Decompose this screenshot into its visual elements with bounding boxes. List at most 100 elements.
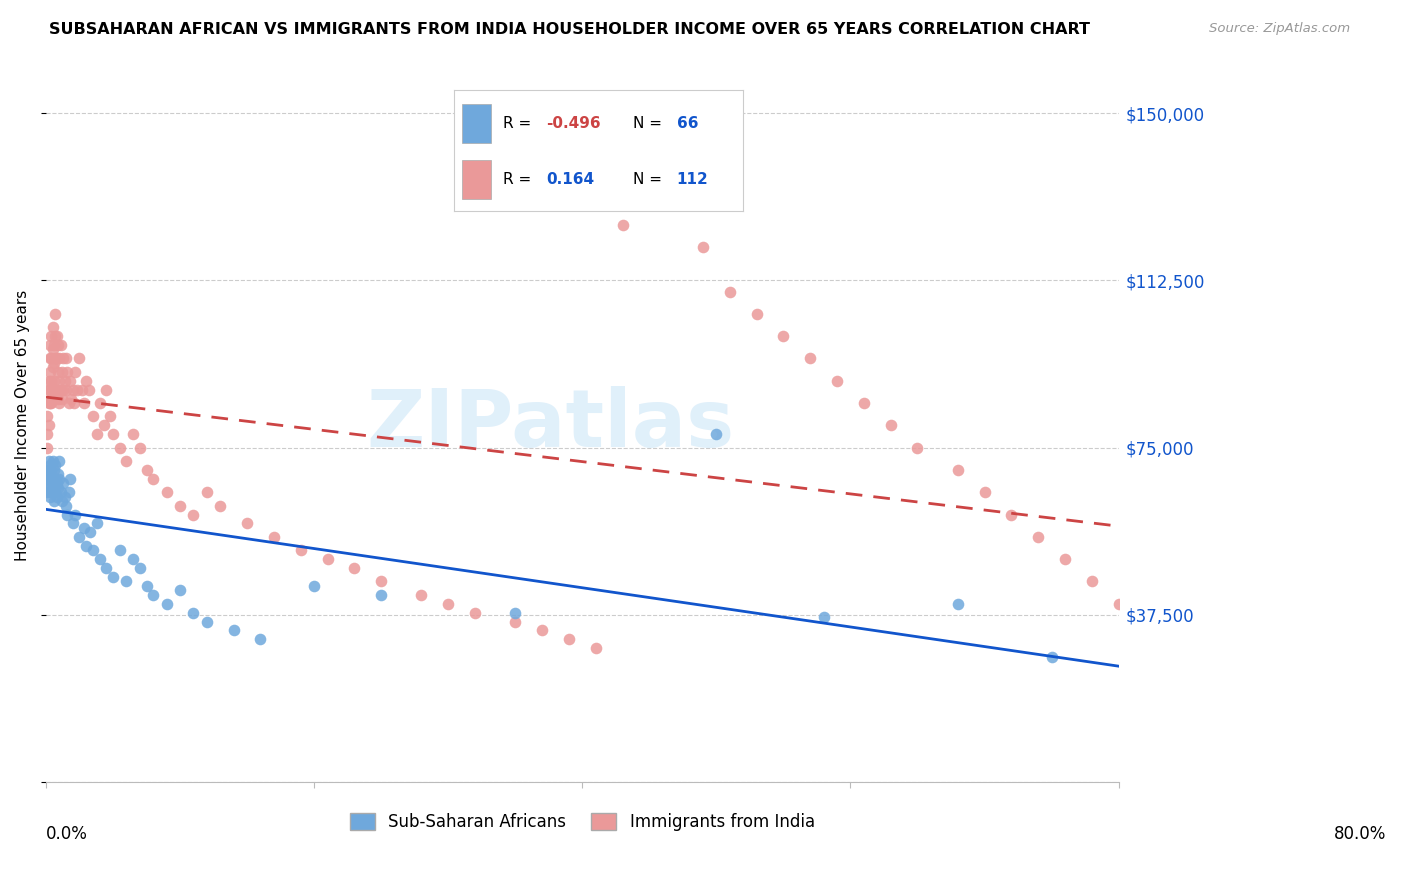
Point (665, 151, 688, 165)
Point (638, 195, 661, 210)
Point (53, 374, 76, 388)
Point (1135, 619, 1157, 633)
Point (62, 383, 84, 397)
Point (42, 338, 65, 352)
Point (263, 530, 285, 544)
Point (55, 383, 77, 397)
Point (946, 597, 969, 611)
Point (53, 490, 76, 504)
Point (38, 463, 60, 477)
Point (101, 427, 124, 442)
Point (75, 374, 97, 388)
Point (41, 472, 63, 486)
Point (77, 383, 100, 397)
Point (41, 351, 63, 366)
Point (437, 597, 460, 611)
Point (316, 552, 339, 566)
Point (41, 454, 63, 468)
Point (49, 485, 72, 500)
Point (86, 516, 108, 531)
Point (41, 396, 63, 410)
Point (45, 351, 67, 366)
Point (38, 396, 60, 410)
Point (59, 374, 82, 388)
Point (115, 574, 138, 589)
Point (56, 365, 79, 379)
Point (46, 481, 69, 495)
Point (122, 552, 145, 566)
Point (39, 383, 62, 397)
Point (45, 490, 67, 504)
Point (222, 624, 245, 638)
Point (42, 392, 65, 406)
Point (41, 329, 63, 343)
Point (825, 374, 848, 388)
Point (82, 543, 104, 558)
Point (41, 320, 63, 334)
Point (66, 383, 89, 397)
Point (58, 396, 80, 410)
Point (49, 338, 72, 352)
Point (51, 392, 73, 406)
Point (45, 383, 67, 397)
Point (946, 463, 969, 477)
Point (41, 343, 63, 357)
Point (108, 441, 131, 455)
Point (39, 338, 62, 352)
Point (59, 472, 82, 486)
Point (115, 454, 138, 468)
Point (89, 396, 111, 410)
Point (44, 458, 66, 473)
Point (52, 476, 75, 491)
Point (907, 441, 929, 455)
Point (65, 508, 87, 522)
Text: ZIPatlas: ZIPatlas (366, 386, 734, 465)
Point (39, 481, 62, 495)
Text: SUBSAHARAN AFRICAN VS IMMIGRANTS FROM INDIA HOUSEHOLDER INCOME OVER 65 YEARS COR: SUBSAHARAN AFRICAN VS IMMIGRANTS FROM IN… (49, 22, 1090, 37)
Point (503, 615, 526, 629)
Point (156, 597, 179, 611)
Point (69, 351, 91, 366)
Point (195, 485, 218, 500)
Point (183, 508, 205, 522)
Point (65, 365, 87, 379)
Text: 0.0%: 0.0% (46, 825, 87, 843)
Point (39, 458, 62, 473)
Point (49, 383, 72, 397)
Point (183, 606, 205, 620)
Point (46, 467, 69, 482)
Point (169, 583, 191, 598)
Point (1026, 530, 1049, 544)
Point (156, 485, 179, 500)
Point (503, 606, 526, 620)
Point (142, 588, 165, 602)
Point (1040, 650, 1063, 665)
Point (69, 530, 91, 544)
Point (464, 606, 486, 620)
Point (101, 570, 124, 584)
Point (41, 476, 63, 491)
Point (704, 427, 727, 442)
Point (98, 409, 121, 424)
Point (38, 418, 60, 433)
Point (52, 383, 75, 397)
Point (52, 351, 75, 366)
Point (44, 307, 66, 321)
Point (86, 427, 108, 442)
Point (692, 240, 714, 254)
Point (38, 374, 60, 388)
Point (1081, 574, 1104, 589)
Point (142, 472, 165, 486)
Point (93, 418, 115, 433)
Point (48, 374, 70, 388)
Point (82, 409, 104, 424)
Point (122, 427, 145, 442)
Point (558, 632, 581, 647)
Point (411, 588, 433, 602)
Point (39, 365, 62, 379)
Point (42, 481, 65, 495)
Point (42, 494, 65, 508)
Point (37, 409, 59, 424)
Point (813, 610, 835, 624)
Point (799, 351, 821, 366)
